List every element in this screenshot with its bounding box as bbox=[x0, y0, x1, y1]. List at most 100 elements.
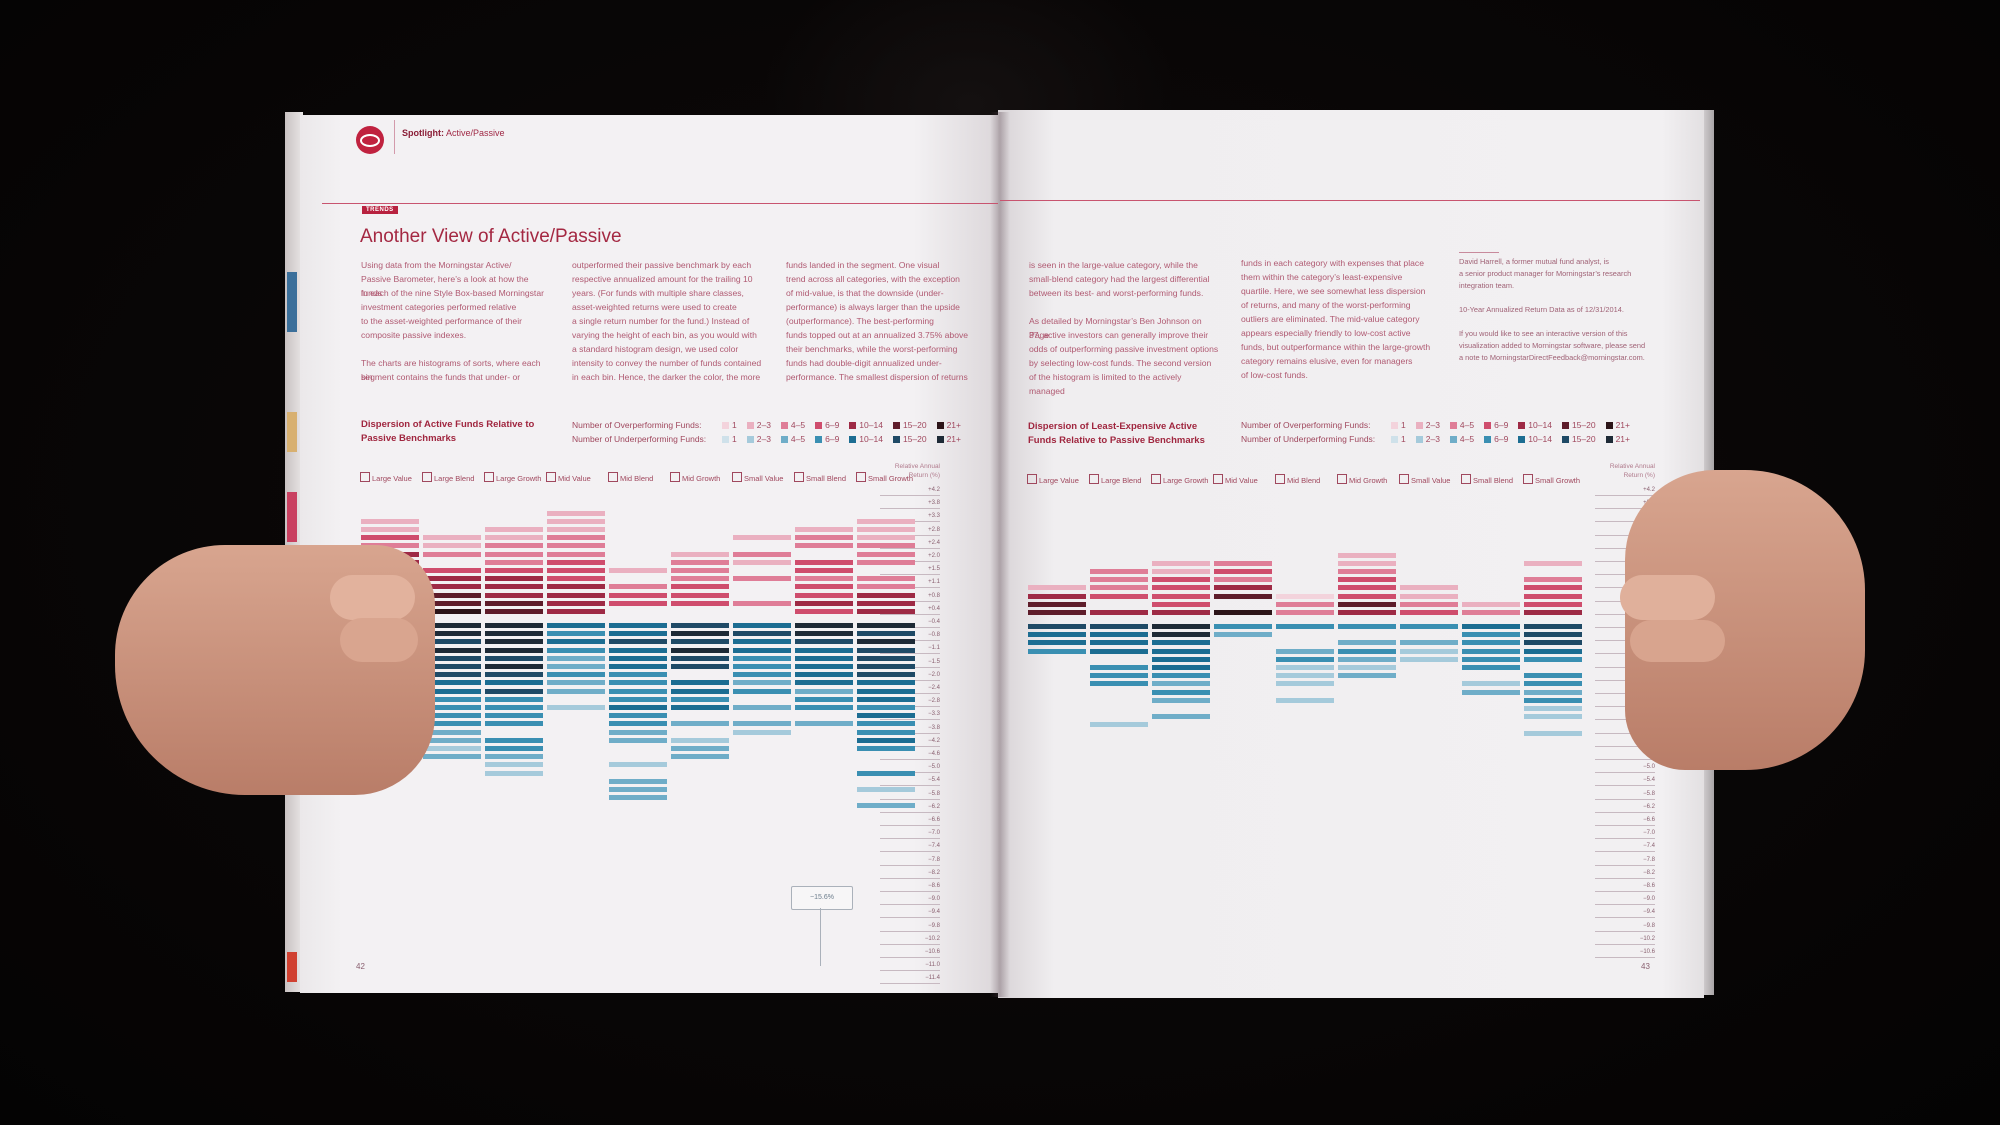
legend-bin-label: 15–20 bbox=[1571, 420, 1596, 430]
body-text-line: investment categories performed relative bbox=[361, 302, 517, 312]
histogram-bin bbox=[1338, 585, 1396, 591]
body-text-line: of mid-value, is that the downside (unde… bbox=[786, 288, 944, 298]
legend-swatch bbox=[1518, 435, 1526, 443]
histogram-bin bbox=[857, 787, 915, 792]
histogram-bin bbox=[1214, 577, 1272, 583]
chart-title-left: Dispersion of Active Funds Relative to P… bbox=[361, 419, 535, 444]
category-label: Large Growth bbox=[1151, 474, 1208, 485]
body-text-column: outperformed their passive benchmark by … bbox=[572, 258, 762, 384]
histogram-bin bbox=[485, 527, 543, 532]
category-label-text: Mid Growth bbox=[1349, 476, 1388, 485]
histogram-bin bbox=[609, 688, 667, 694]
body-text-column: is seen in the large-value category, whi… bbox=[1029, 258, 1219, 396]
histogram-bin bbox=[1090, 673, 1148, 679]
histogram-bin bbox=[609, 655, 667, 661]
legend-bin-label: 15–20 bbox=[902, 434, 927, 444]
body-text-line: respective annualized amount for the tra… bbox=[572, 274, 753, 284]
axis-tick-label: −5.0 bbox=[1595, 762, 1655, 774]
axis-tick-label: −5.4 bbox=[880, 775, 940, 787]
body-text-line: funds had double-digit annualized under- bbox=[786, 358, 942, 368]
histogram-bin bbox=[857, 680, 915, 686]
category-label: Small Value bbox=[1399, 474, 1450, 485]
body-text-line: performance) is always larger than the u… bbox=[786, 302, 960, 312]
category-label-text: Mid Value bbox=[1225, 476, 1258, 485]
histogram-bin bbox=[1214, 593, 1272, 599]
axis-tick-label: −10.6 bbox=[1595, 947, 1655, 958]
body-text-line: The charts are histograms of sorts, wher… bbox=[361, 358, 541, 382]
section-header-label: Active/Passive bbox=[446, 128, 505, 138]
legend-item: 1 bbox=[1391, 434, 1406, 444]
histogram-bin bbox=[1338, 648, 1396, 654]
histogram-bin bbox=[485, 639, 543, 645]
histogram-bin bbox=[1338, 560, 1396, 566]
body-text-line: composite passive indexes. bbox=[361, 330, 467, 340]
style-box-icon bbox=[1523, 474, 1533, 484]
chart-legend-left: Number of Overperforming Funds: 1 2–3 4–5 6–… bbox=[572, 418, 971, 446]
legend-item: 15–20 bbox=[1561, 434, 1596, 444]
histogram-bin bbox=[1462, 640, 1520, 646]
histogram-bin bbox=[1524, 730, 1582, 736]
histogram-bin bbox=[485, 754, 543, 760]
histogram-bin bbox=[1152, 697, 1210, 703]
histogram-bin bbox=[1090, 681, 1148, 687]
category-label: Large Value bbox=[1027, 474, 1079, 485]
histogram-bin bbox=[671, 631, 729, 637]
callout-leader-line bbox=[820, 908, 821, 966]
axis-tick-label: +1.5 bbox=[880, 564, 940, 576]
axis-tick-label: +4.2 bbox=[1595, 485, 1655, 496]
histogram-bin bbox=[733, 600, 791, 606]
axis-tick-label: −6.2 bbox=[880, 802, 940, 813]
legend-item: 4–5 bbox=[1449, 420, 1474, 430]
histogram-bin bbox=[857, 729, 915, 735]
legend-swatch bbox=[1484, 435, 1492, 443]
category-label: Small Growth bbox=[856, 472, 913, 483]
histogram-bin bbox=[1152, 601, 1210, 607]
histogram-bin bbox=[795, 688, 853, 694]
histogram-bin bbox=[1090, 569, 1148, 574]
histogram-bin bbox=[1152, 577, 1210, 583]
legend-bin-label: 1 bbox=[1401, 434, 1406, 444]
histogram-bin bbox=[1028, 593, 1086, 599]
histogram-bin bbox=[609, 696, 667, 702]
legend-bin-label: 2–3 bbox=[756, 434, 771, 444]
histogram-bin bbox=[671, 600, 729, 606]
histogram-bin bbox=[423, 729, 481, 735]
histogram-bin bbox=[609, 762, 667, 768]
legend-item: 6–9 bbox=[1484, 434, 1508, 444]
axis-tick-label: −7.4 bbox=[1595, 841, 1655, 853]
legend-item: 15–20 bbox=[892, 434, 927, 444]
histogram-bin bbox=[423, 551, 481, 557]
legend-bin-label: 4–5 bbox=[790, 434, 806, 444]
legend-item: 10–14 bbox=[849, 434, 883, 444]
category-label-text: Large Value bbox=[372, 474, 412, 483]
legend-bin-label: 6–9 bbox=[825, 434, 840, 444]
axis-tick-label: −5.8 bbox=[1595, 789, 1655, 800]
histogram-bin bbox=[1338, 593, 1396, 599]
body-text-line: David Harrell, a former mutual fund anal… bbox=[1459, 257, 1609, 266]
histogram-bin bbox=[1276, 610, 1334, 615]
histogram-bin bbox=[609, 737, 667, 743]
body-text-line bbox=[361, 342, 551, 356]
histogram-bin bbox=[423, 680, 481, 686]
histogram-bin bbox=[857, 609, 915, 614]
histogram-bin bbox=[1152, 648, 1210, 654]
style-box-icon bbox=[856, 472, 866, 482]
histogram-bin bbox=[547, 568, 605, 573]
axis-tick-label: −8.2 bbox=[1595, 868, 1655, 879]
legend-item: 10–14 bbox=[849, 420, 883, 430]
histogram-bin bbox=[485, 535, 543, 541]
histogram-bin bbox=[547, 576, 605, 582]
histogram-bin bbox=[1462, 681, 1520, 687]
legend-item: 6–9 bbox=[1484, 420, 1508, 430]
histogram-bin bbox=[857, 696, 915, 702]
histogram-bin bbox=[1090, 632, 1148, 638]
legend-bin-label: 6–9 bbox=[1494, 434, 1509, 444]
body-text-line: their benchmarks, while the worst-perfor… bbox=[786, 344, 958, 354]
axis-tick-label: −9.0 bbox=[880, 894, 940, 906]
histogram-bin bbox=[795, 623, 853, 628]
chart-legend-right: Number of Overperforming Funds: 1 2–3 4–5 6–… bbox=[1241, 418, 1640, 446]
histogram-bin bbox=[1276, 697, 1334, 703]
legend-swatch bbox=[936, 435, 944, 443]
histogram-bin bbox=[733, 647, 791, 653]
legend-swatch bbox=[1449, 435, 1457, 443]
